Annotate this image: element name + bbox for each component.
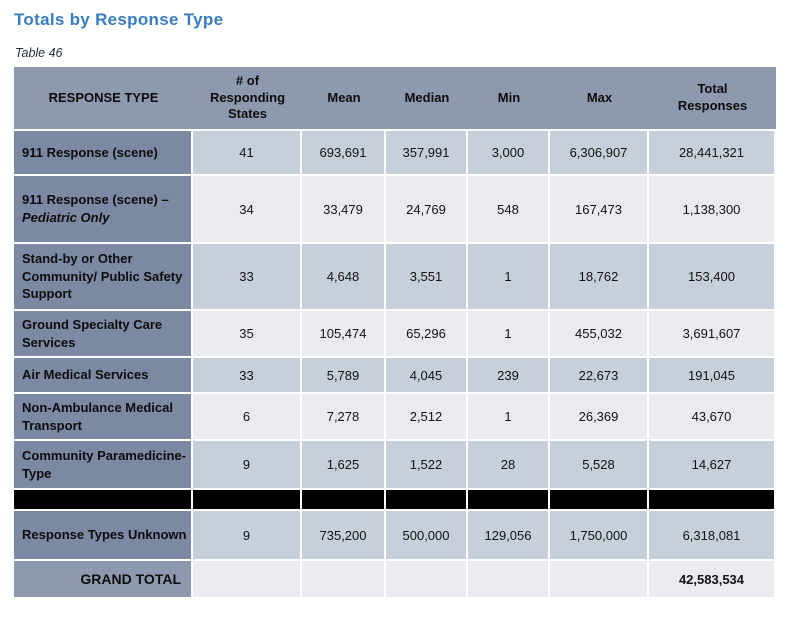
response-type-cell: Community Paramedicine-Type — [14, 441, 193, 490]
value-cell: 3,551 — [386, 244, 468, 311]
column-header-max: Max — [586, 89, 613, 105]
response-type-cell: Air Medical Services — [14, 358, 193, 394]
value-cell: 35 — [193, 311, 302, 358]
table-row: 911 Response (scene) – Pediatric Only 34 3… — [14, 176, 776, 244]
value-cell: 33 — [193, 244, 302, 311]
column-header-total-responses: Total Responses — [677, 81, 748, 113]
table-row: Ground Specialty Care Services 35 105,474 6… — [14, 311, 776, 358]
value-cell: 14,627 — [649, 441, 776, 490]
table-row: Air Medical Services 33 5,789 4,045 239 22,67… — [14, 358, 776, 394]
page-title: Totals by Response Type — [14, 10, 224, 29]
column-header-response-type: RESPONSE TYPE — [48, 89, 159, 105]
table-row: Non-Ambulance Medical Transport 6 7,278 2,5… — [14, 394, 776, 441]
value-cell: 5,528 — [550, 441, 649, 490]
value-cell — [550, 561, 649, 599]
value-cell: 65,296 — [386, 311, 468, 358]
value-cell: 9 — [193, 441, 302, 490]
response-type-italic-label: Pediatric Only — [22, 210, 110, 225]
value-cell: 4,045 — [386, 358, 468, 394]
value-cell: 6 — [193, 394, 302, 441]
column-header-min: Min — [497, 89, 521, 105]
response-type-table: 911 Response (scene) 41 693,691 357,991 3,00… — [14, 129, 776, 599]
value-cell: 1,625 — [302, 441, 386, 490]
value-cell: 28 — [468, 441, 550, 490]
response-type-cell: Non-Ambulance Medical Transport — [14, 394, 193, 441]
value-cell: 153,400 — [649, 244, 776, 311]
table-row: 911 Response (scene) 41 693,691 357,991 3,00… — [14, 129, 776, 176]
value-cell: 6,306,907 — [550, 129, 649, 176]
value-cell: 129,056 — [468, 511, 550, 561]
value-cell — [468, 561, 550, 599]
value-cell: 33,479 — [302, 176, 386, 244]
value-cell: 239 — [468, 358, 550, 394]
separator-cell — [550, 490, 649, 511]
value-cell: 26,369 — [550, 394, 649, 441]
value-cell: 105,474 — [302, 311, 386, 358]
column-header-responding-states: # of Responding States — [209, 72, 286, 122]
value-cell: 9 — [193, 511, 302, 561]
separator-row — [14, 490, 776, 511]
grand-total-value: 42,583,534 — [649, 561, 776, 599]
value-cell: 1,522 — [386, 441, 468, 490]
column-header-mean: Mean — [327, 89, 361, 105]
table-row: Response Types Unknown 9 735,200 500,000 129… — [14, 511, 776, 561]
value-cell: 34 — [193, 176, 302, 244]
value-cell: 6,318,081 — [649, 511, 776, 561]
value-cell: 1 — [468, 394, 550, 441]
value-cell: 18,762 — [550, 244, 649, 311]
separator-cell — [649, 490, 776, 511]
separator-cell — [302, 490, 386, 511]
value-cell: 1,750,000 — [550, 511, 649, 561]
value-cell: 191,045 — [649, 358, 776, 394]
table-row: Stand-by or Other Community/ Public Safe… — [14, 244, 776, 311]
value-cell: 548 — [468, 176, 550, 244]
value-cell: 24,769 — [386, 176, 468, 244]
table-row: Community Paramedicine-Type 9 1,625 1,522 28… — [14, 441, 776, 490]
value-cell: 7,278 — [302, 394, 386, 441]
grand-total-label: GRAND TOTAL — [14, 561, 193, 599]
value-cell: 455,032 — [550, 311, 649, 358]
table-caption: Table 46 — [15, 46, 63, 60]
value-cell: 1 — [468, 311, 550, 358]
value-cell: 28,441,321 — [649, 129, 776, 176]
table-body: 911 Response (scene) 41 693,691 357,991 3,00… — [14, 129, 776, 599]
response-type-cell: 911 Response (scene) – Pediatric Only — [14, 176, 193, 244]
response-type-cell: 911 Response (scene) — [14, 129, 193, 176]
separator-cell — [193, 490, 302, 511]
value-cell: 3,691,607 — [649, 311, 776, 358]
value-cell: 1,138,300 — [649, 176, 776, 244]
value-cell — [302, 561, 386, 599]
grand-total-row: GRAND TOTAL 42,583,534 — [14, 561, 776, 599]
value-cell — [386, 561, 468, 599]
value-cell: 41 — [193, 129, 302, 176]
response-type-cell: Stand-by or Other Community/ Public Safe… — [14, 244, 193, 311]
value-cell: 693,691 — [302, 129, 386, 176]
value-cell: 4,648 — [302, 244, 386, 311]
value-cell: 735,200 — [302, 511, 386, 561]
value-cell: 167,473 — [550, 176, 649, 244]
value-cell: 2,512 — [386, 394, 468, 441]
value-cell: 22,673 — [550, 358, 649, 394]
separator-cell — [468, 490, 550, 511]
page: Totals by Response Type Table 46 RESPONS… — [14, 10, 776, 599]
value-cell: 500,000 — [386, 511, 468, 561]
value-cell: 3,000 — [468, 129, 550, 176]
column-header-median: Median — [404, 89, 450, 105]
separator-cell — [14, 490, 193, 511]
response-type-cell: Ground Specialty Care Services — [14, 311, 193, 358]
value-cell: 43,670 — [649, 394, 776, 441]
separator-cell — [386, 490, 468, 511]
value-cell: 33 — [193, 358, 302, 394]
value-cell — [193, 561, 302, 599]
table-header-row: RESPONSE TYPE # of Responding States Mea… — [14, 67, 776, 129]
value-cell: 5,789 — [302, 358, 386, 394]
value-cell: 357,991 — [386, 129, 468, 176]
value-cell: 1 — [468, 244, 550, 311]
response-type-cell: Response Types Unknown — [14, 511, 193, 561]
